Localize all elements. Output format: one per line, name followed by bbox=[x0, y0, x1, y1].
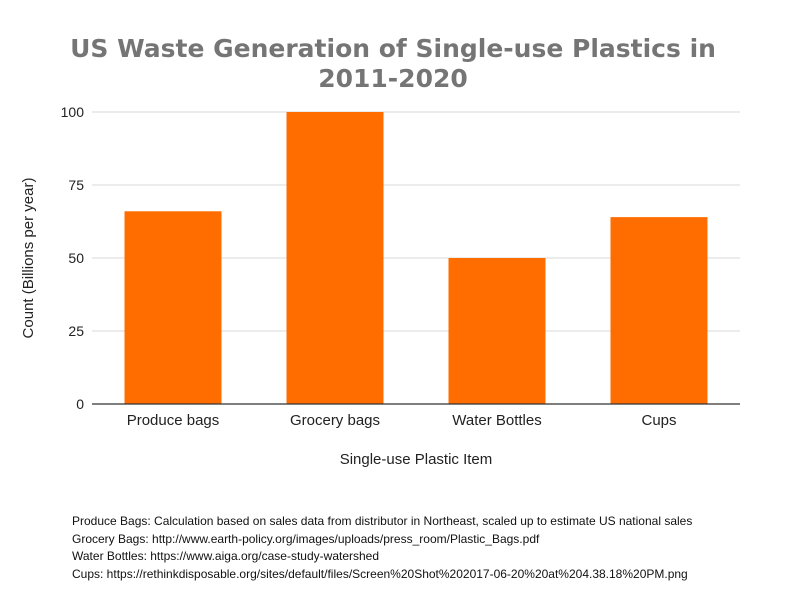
chart-title-line-1: US Waste Generation of Single-use Plasti… bbox=[70, 34, 716, 63]
x-tick-label: Grocery bags bbox=[290, 412, 380, 429]
source-produce-bags: Produce Bags: Calculation based on sales… bbox=[72, 514, 693, 528]
x-tick-labels: Produce bags Grocery bags Water Bottles Cup… bbox=[127, 412, 677, 429]
y-axis-title: Count (Billions per year) bbox=[20, 178, 37, 339]
y-tick-label: 0 bbox=[76, 396, 84, 412]
bar-produce-bags bbox=[124, 211, 222, 404]
y-tick-label: 25 bbox=[68, 323, 84, 339]
bar-water-bottles bbox=[448, 258, 546, 404]
x-tick-label: Produce bags bbox=[127, 412, 220, 429]
y-tick-label: 100 bbox=[61, 104, 85, 120]
chart-title-line-2: 2011-2020 bbox=[318, 64, 468, 93]
bar-grocery-bags bbox=[286, 112, 384, 404]
y-tick-label: 75 bbox=[68, 177, 84, 193]
x-tick-label: Water Bottles bbox=[452, 412, 541, 429]
bars bbox=[124, 112, 708, 404]
y-tick-label: 50 bbox=[68, 250, 84, 266]
chart-title: US Waste Generation of Single-use Plasti… bbox=[0, 34, 786, 94]
y-tick-labels: 0 25 50 75 100 bbox=[61, 104, 85, 412]
source-cups: Cups: https://rethinkdisposable.org/site… bbox=[72, 566, 688, 581]
bar-chart: 0 25 50 75 100 Produce bags Grocery bags Water… bbox=[20, 104, 740, 468]
source-water-bottles: Water Bottles: https://www.aiga.org/case… bbox=[72, 549, 380, 563]
x-tick-label: Cups bbox=[641, 412, 676, 429]
source-grocery-bags: Grocery Bags: http://www.earth-policy.or… bbox=[72, 531, 540, 546]
sources-list: Produce Bags: Calculation based on sales… bbox=[72, 513, 772, 583]
x-axis-title: Single-use Plastic Item bbox=[340, 451, 493, 468]
bar-cups bbox=[610, 217, 708, 404]
